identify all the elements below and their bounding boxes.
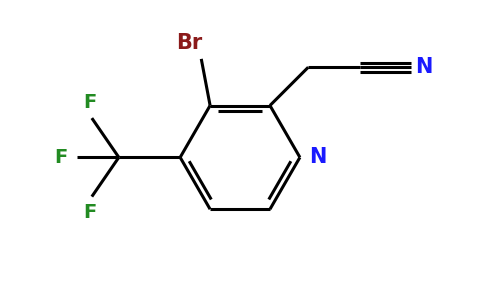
Text: Br: Br	[176, 33, 202, 53]
Text: F: F	[83, 202, 96, 221]
Text: F: F	[83, 93, 96, 112]
Text: N: N	[309, 147, 326, 167]
Text: N: N	[415, 57, 433, 77]
Text: F: F	[54, 148, 67, 167]
